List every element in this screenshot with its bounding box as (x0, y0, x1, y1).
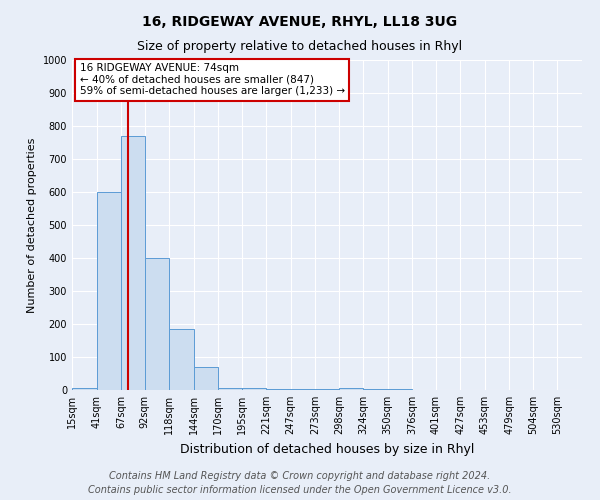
Text: 16, RIDGEWAY AVENUE, RHYL, LL18 3UG: 16, RIDGEWAY AVENUE, RHYL, LL18 3UG (142, 15, 458, 29)
Bar (97, 192, 121, 390)
Bar (291, 389, 315, 390)
Y-axis label: Number of detached properties: Number of detached properties (27, 138, 37, 312)
Bar (242, 388, 266, 390)
Bar (363, 389, 388, 390)
Bar (194, 367, 218, 390)
Text: Contains HM Land Registry data © Crown copyright and database right 2024.
Contai: Contains HM Land Registry data © Crown c… (88, 471, 512, 495)
Text: 16 RIDGEWAY AVENUE: 74sqm
← 40% of detached houses are smaller (847)
59% of semi: 16 RIDGEWAY AVENUE: 74sqm ← 40% of detac… (80, 64, 345, 96)
Bar (72, 388, 97, 390)
Bar (266, 389, 291, 390)
Bar (121, 136, 145, 390)
Text: Size of property relative to detached houses in Rhyl: Size of property relative to detached ho… (137, 40, 463, 53)
Bar (339, 388, 363, 390)
Bar (315, 389, 339, 390)
Bar (218, 388, 242, 390)
X-axis label: Distribution of detached houses by size in Rhyl: Distribution of detached houses by size … (180, 442, 474, 456)
Bar (145, 258, 169, 390)
Bar (169, 329, 194, 390)
